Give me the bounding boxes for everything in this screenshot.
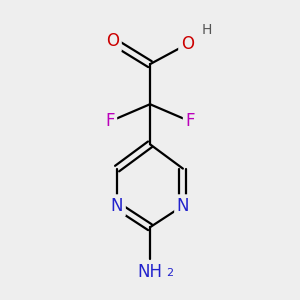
Text: O: O bbox=[181, 35, 194, 53]
Text: O: O bbox=[106, 32, 119, 50]
Text: H: H bbox=[202, 23, 212, 37]
Text: N: N bbox=[111, 197, 123, 215]
Text: 2: 2 bbox=[166, 268, 173, 278]
Text: F: F bbox=[105, 112, 115, 130]
Text: F: F bbox=[185, 112, 195, 130]
Text: NH: NH bbox=[137, 263, 163, 281]
Text: N: N bbox=[177, 197, 189, 215]
